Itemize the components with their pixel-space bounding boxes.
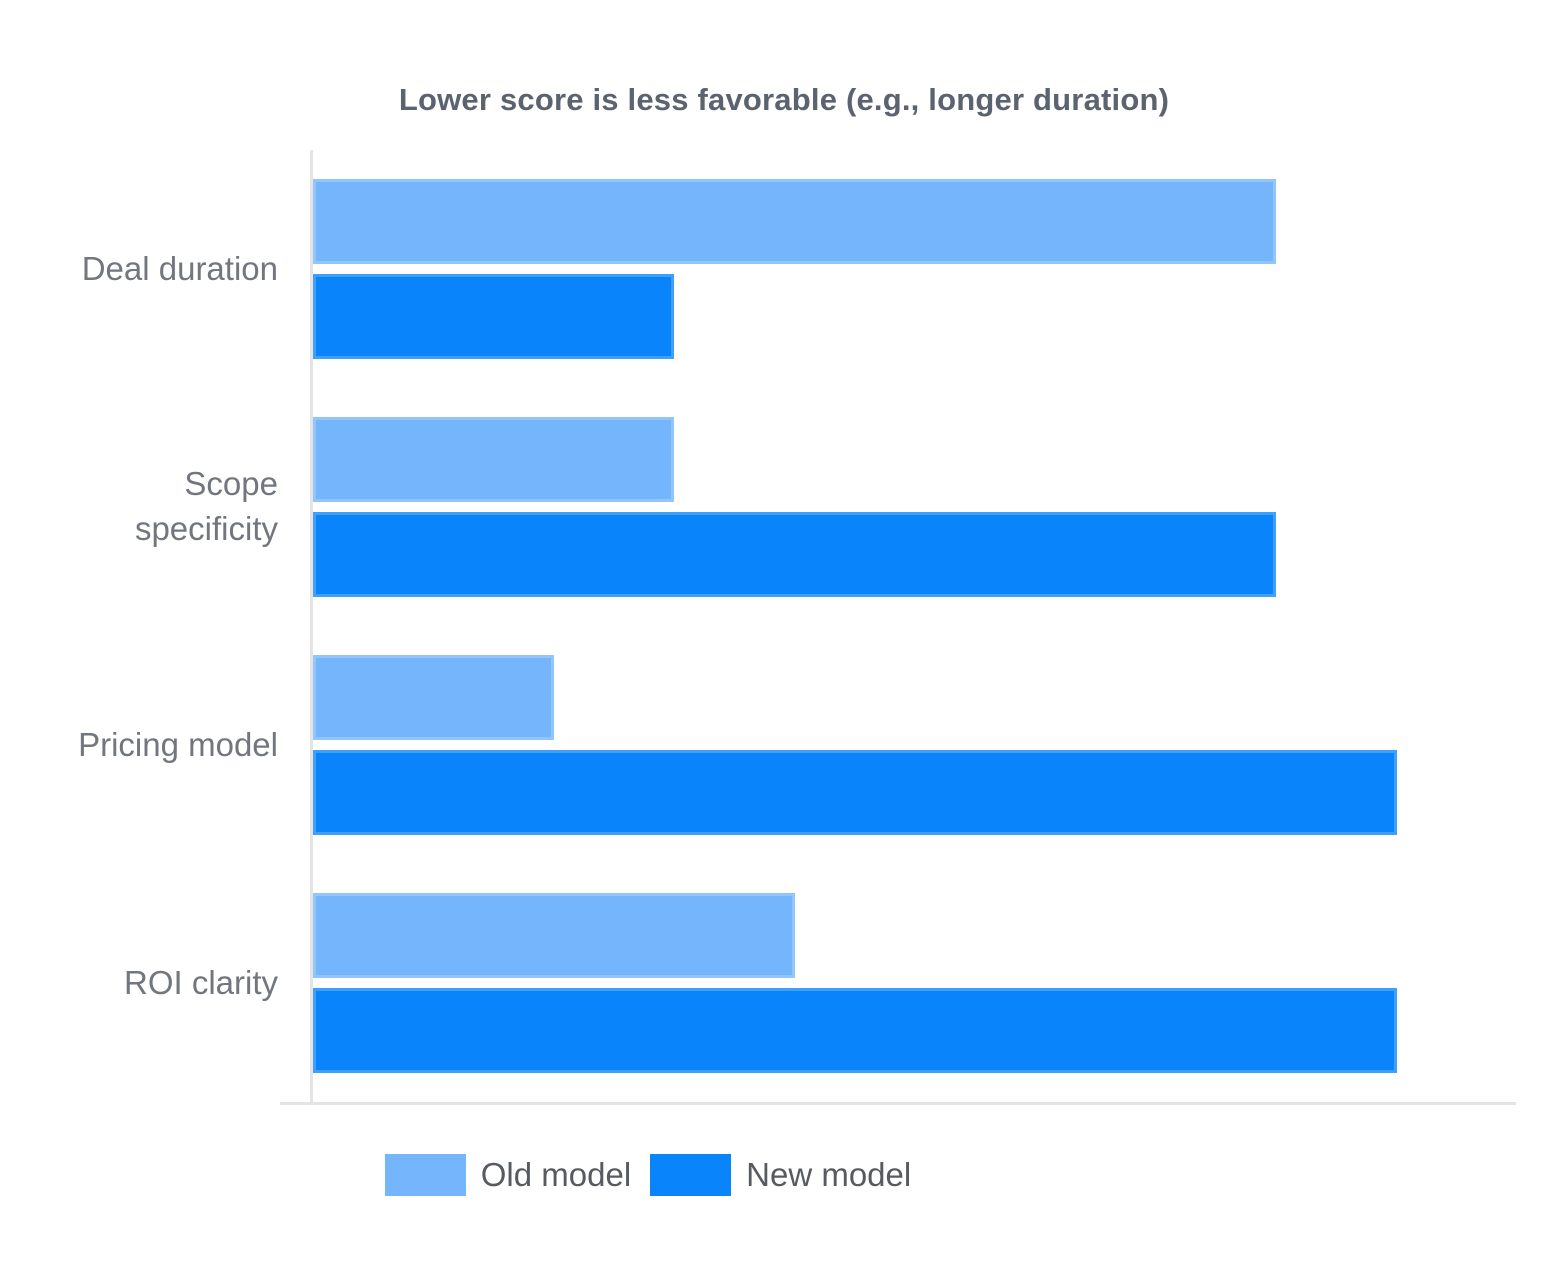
bar-new-model [313, 274, 675, 359]
bar-group [313, 179, 1517, 359]
x-axis-line [280, 1102, 1516, 1105]
chart-container: Lower score is less favorable (e.g., lon… [0, 82, 1568, 1261]
category-label: Deal duration [81, 249, 278, 287]
bar-group [313, 893, 1517, 1073]
bar-new-model [313, 750, 1397, 835]
legend-item-old-model: Old model [384, 1154, 632, 1196]
legend-swatch [650, 1154, 732, 1196]
legend-label: Old model [480, 1156, 632, 1193]
legend-item-new-model: New model [650, 1154, 911, 1196]
category-label: ROI clarity [123, 963, 278, 1001]
bar-new-model [313, 988, 1397, 1073]
chart-row: Scope specificity [0, 388, 1516, 626]
chart-rows: Deal duration Scope specificity Pricing mo… [0, 150, 1516, 1102]
chart-title: Lower score is less favorable (e.g., lon… [398, 82, 1170, 117]
category-label: Pricing model [78, 725, 278, 763]
bar-new-model [313, 512, 1277, 597]
bar-old-model [313, 179, 1277, 264]
chart-row: Pricing model [0, 626, 1516, 864]
bar-old-model [313, 417, 675, 502]
y-axis-line [310, 150, 313, 1102]
bar-group [313, 417, 1517, 597]
bar-old-model [313, 893, 795, 978]
bar-old-model [313, 655, 554, 740]
legend: Old model New model [0, 1154, 1432, 1196]
bar-group [313, 655, 1517, 835]
chart-row: Deal duration [0, 150, 1516, 388]
chart-row: ROI clarity [0, 864, 1516, 1102]
plot-area: Deal duration Scope specificity Pricing mo… [0, 150, 1516, 1105]
category-label: Scope specificity [134, 465, 278, 547]
legend-label: New model [746, 1156, 912, 1193]
legend-swatch [384, 1154, 466, 1196]
